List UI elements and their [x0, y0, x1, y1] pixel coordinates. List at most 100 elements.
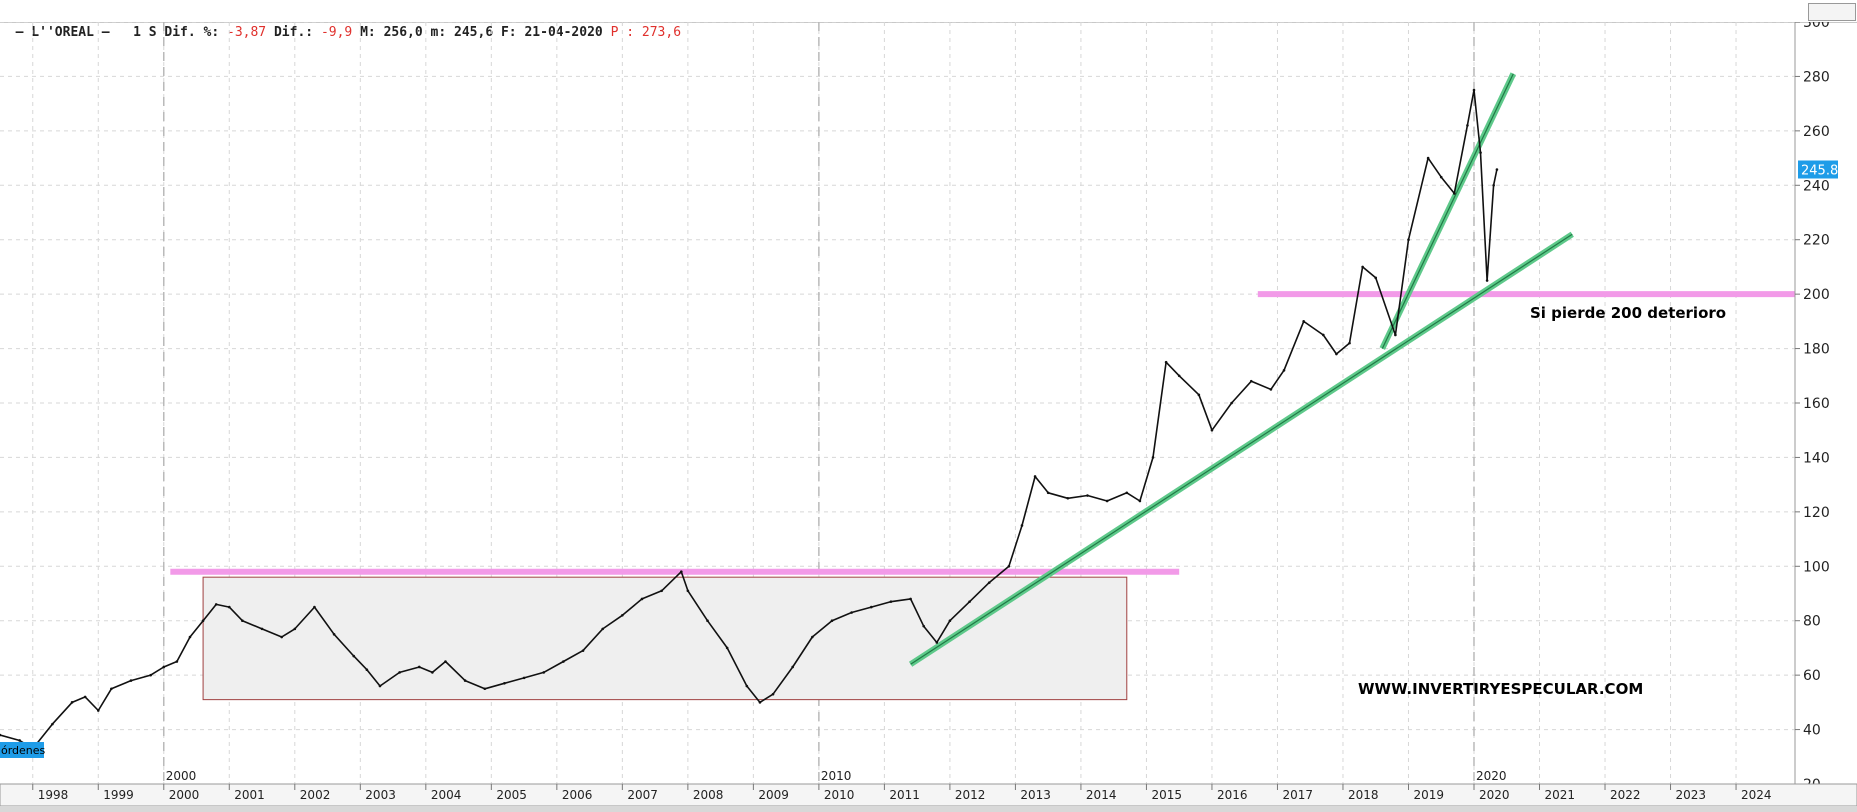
range-box [202, 576, 1128, 701]
last-price-tag [1798, 160, 1838, 179]
price-point [935, 641, 939, 644]
x-tick-label: 2006 [562, 788, 593, 802]
price-point [241, 619, 244, 623]
price-point [332, 633, 336, 636]
price-point [431, 671, 434, 674]
y-tick-label: 240 [1803, 178, 1830, 194]
y-tick-label: 280 [1803, 69, 1830, 85]
price-point [1066, 496, 1070, 500]
price-point [706, 619, 709, 623]
price-point [1269, 388, 1273, 391]
trend-line-core [910, 233, 1573, 665]
price-point [948, 619, 952, 623]
x-tick-label: 2001 [234, 788, 265, 802]
price-point [1007, 564, 1011, 568]
date-value: 21-04-2020 [524, 25, 603, 40]
x-tick-label: 2009 [758, 788, 789, 802]
price-line [0, 89, 1498, 750]
price-point [601, 627, 605, 631]
min-label: m: [430, 25, 447, 40]
price-point [968, 600, 971, 603]
price-point [1086, 494, 1089, 497]
price-point [791, 665, 794, 669]
price-point [503, 682, 506, 685]
watermark-text: WWW.INVERTIRYESPECULAR.COM [1358, 680, 1643, 698]
price-point [1177, 374, 1181, 378]
price-point [0, 733, 2, 737]
price-point [51, 722, 54, 726]
decade-label: 2020 [1476, 769, 1507, 783]
price-point [260, 627, 264, 631]
price-point [149, 673, 152, 677]
x-tick-label: 2023 [1676, 788, 1707, 802]
y-tick-label: 220 [1803, 233, 1830, 249]
price-point [365, 668, 369, 671]
price-point [96, 709, 100, 712]
y-tick-label: 100 [1803, 559, 1830, 575]
x-tick-label: 2021 [1545, 788, 1576, 802]
x-tick-label: 2013 [1020, 788, 1051, 802]
y-tick-label: 140 [1803, 450, 1830, 466]
x-tick-label: 2011 [889, 788, 920, 802]
price-point [1485, 279, 1489, 282]
price-point [1210, 428, 1214, 432]
price-point [70, 701, 74, 704]
x-tick-label: 2015 [1151, 788, 1182, 802]
dif-pct-label: Dif. %: [164, 25, 220, 40]
price-point [686, 589, 690, 593]
x-tick-label: 2024 [1741, 788, 1772, 802]
price-point [162, 665, 166, 669]
info-bar: – L''OREAL – 1 S Dif. %: -3,87 Dif.: -9,… [0, 0, 1857, 40]
price-point [811, 635, 814, 639]
price-point [1453, 192, 1456, 195]
price-point [1125, 491, 1129, 495]
price-point [1495, 168, 1499, 171]
y-tick-label: 300 [1803, 22, 1830, 31]
x-tick-label: 2018 [1348, 788, 1379, 802]
dif-pct-value: -3,87 [227, 25, 267, 40]
orders-tag-label: órdenes [1, 744, 46, 757]
price-point [1151, 456, 1155, 459]
price-point [110, 687, 113, 691]
price-point [1033, 475, 1037, 478]
y-tick-label: 260 [1803, 124, 1830, 140]
price-point [1249, 379, 1253, 383]
x-tick-label: 2004 [431, 788, 462, 802]
horizontal-scrollbar[interactable] [0, 806, 1857, 812]
price-point [542, 671, 546, 674]
price-point [1138, 499, 1142, 503]
window-controls[interactable] [1808, 3, 1856, 21]
price-point [280, 635, 283, 639]
price-point [1466, 124, 1469, 127]
price-point [660, 589, 663, 593]
price-point [83, 695, 87, 699]
support-annotation: Si pierde 200 deterioro [1530, 304, 1726, 322]
price-point [214, 603, 218, 606]
p-value: 273,6 [641, 25, 682, 40]
price-point [562, 660, 565, 663]
period-label: 1 S [133, 25, 157, 40]
price-point [889, 600, 893, 603]
support-lines [170, 291, 1795, 575]
y-tick-label: 60 [1803, 668, 1821, 684]
price-point [1348, 341, 1351, 345]
price-point [188, 635, 192, 639]
y-tick-label: 160 [1803, 396, 1830, 412]
price-point [850, 611, 853, 614]
price-point [621, 613, 624, 617]
trend-line-core [1381, 73, 1514, 349]
x-tick-label: 2007 [627, 788, 658, 802]
price-point [227, 605, 231, 609]
price-series [0, 88, 1499, 750]
max-value: 256,0 [383, 25, 423, 40]
price-point [1394, 333, 1397, 337]
orders-tag[interactable] [0, 742, 44, 758]
price-point [1105, 499, 1109, 503]
price-point [18, 739, 21, 742]
last-price-value: 245.8 [1801, 164, 1838, 179]
price-point [745, 684, 749, 688]
price-chart[interactable]: 2040608010012014016018020022024026028030… [0, 22, 1857, 806]
price-point [1335, 352, 1338, 356]
y-tick-label: 40 [1803, 723, 1821, 739]
x-tick-label: 2017 [1282, 788, 1313, 802]
